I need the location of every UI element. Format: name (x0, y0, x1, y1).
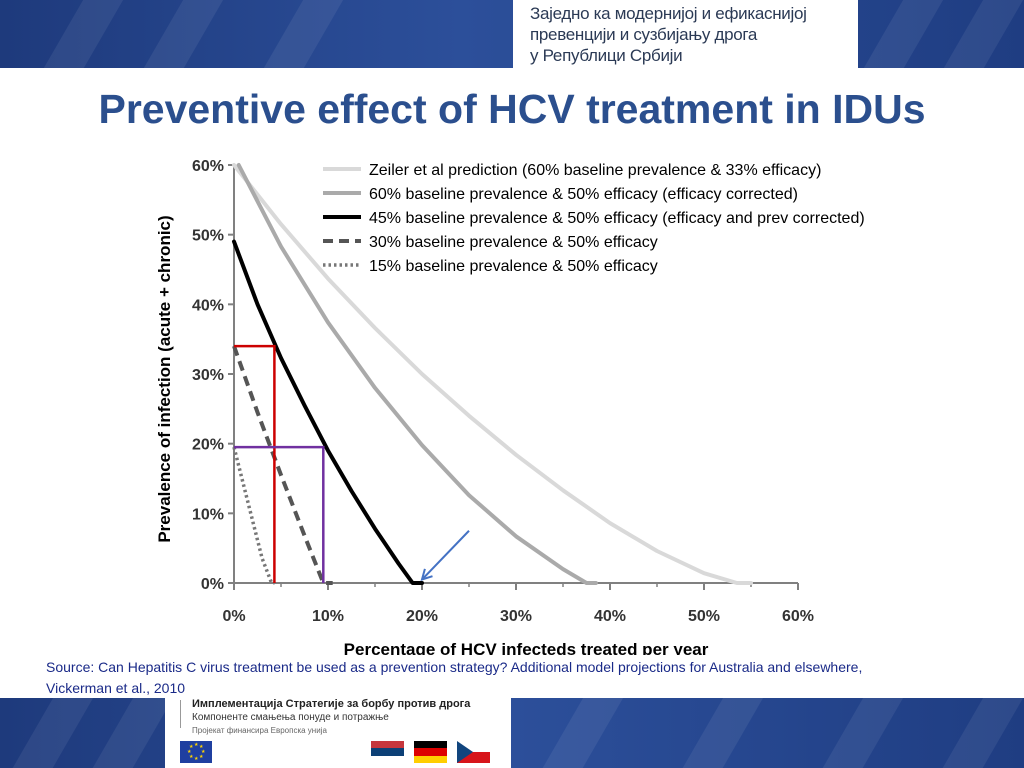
czech-flag-icon (457, 741, 490, 763)
eu-flag-icon: ★ ★ ★ ★ ★ ★ ★ ★ (180, 741, 212, 763)
x-tick-label: 60% (782, 608, 814, 625)
chart: 0% 10% 20% 30% 40% 50% 60% 0% 10% 20% 30% 40% 50% 60%… (157, 147, 873, 655)
legend-entry: 45% baseline prevalence & 50% efficacy (… (369, 210, 865, 227)
series-line (232, 345, 333, 585)
series-line (232, 239, 424, 585)
source-citation: Source: Can Hepatitis C virus treatment … (46, 657, 996, 699)
x-axis-label: Percentage of HCV infecteds treated per … (344, 640, 709, 655)
header-caption: Заједно ка модернијој и ефикаснијој прев… (513, 0, 858, 70)
annotation-arrow (421, 530, 470, 581)
annotation-bracket (234, 344, 276, 583)
bottom-banner (0, 698, 1024, 768)
x-tick-label: 50% (688, 608, 720, 625)
y-axis-label: Prevalence of infection (acute + chronic… (157, 215, 174, 542)
x-tick-label: 30% (500, 608, 532, 625)
chart-svg: 0% 10% 20% 30% 40% 50% 60% 0% 10% 20% 30% 40% 50% 60%… (157, 158, 865, 655)
y-tick-label: 50% (192, 228, 224, 245)
footer-project-subtitle: Компоненте смањења понуде и потражње (192, 712, 389, 723)
series-line (232, 163, 753, 585)
header-line: превенцији и сузбијању дрога (530, 25, 758, 44)
series-line (232, 446, 275, 585)
legend-entry: 15% baseline prevalence & 50% efficacy (369, 258, 658, 275)
y-tick-label: 30% (192, 367, 224, 384)
footer-divider (180, 700, 181, 728)
top-banner (0, 0, 1024, 68)
header-line: Заједно ка модернијој и ефикаснијој (530, 4, 807, 23)
source-line: Vickerman et al., 2010 (46, 680, 186, 696)
germany-flag-icon (414, 741, 447, 763)
y-tick-label: 10% (192, 506, 224, 523)
source-line: Source: Can Hepatitis C virus treatment … (46, 659, 863, 675)
y-tick-label: 40% (192, 297, 224, 314)
series-line (236, 163, 598, 585)
footer-funding: Пројекат финансира Европска унија (192, 726, 327, 735)
annotation-arrowhead (420, 568, 433, 582)
annotation-bracket (234, 445, 325, 583)
x-tick-label: 40% (594, 608, 626, 625)
footer-panel (165, 698, 511, 768)
serbia-flag-icon (371, 741, 404, 763)
header-line: у Републици Србији (530, 46, 683, 65)
x-tick-label: 10% (312, 608, 344, 625)
legend-entry: 30% baseline prevalence & 50% efficacy (369, 234, 658, 251)
x-tick-label: 20% (406, 608, 438, 625)
legend-entry: Zeiler et al prediction (60% baseline pr… (369, 162, 821, 179)
y-tick-label: 60% (192, 158, 224, 175)
y-tick-label: 0% (201, 576, 224, 593)
x-tick-label: 0% (222, 608, 245, 625)
y-tick-label: 20% (192, 437, 224, 454)
slide-title: Preventive effect of HCV treatment in ID… (98, 86, 926, 132)
footer-project-title: Имплементација Стратегије за борбу проти… (192, 698, 471, 710)
legend-entry: 60% baseline prevalence & 50% efficacy (… (369, 186, 798, 203)
